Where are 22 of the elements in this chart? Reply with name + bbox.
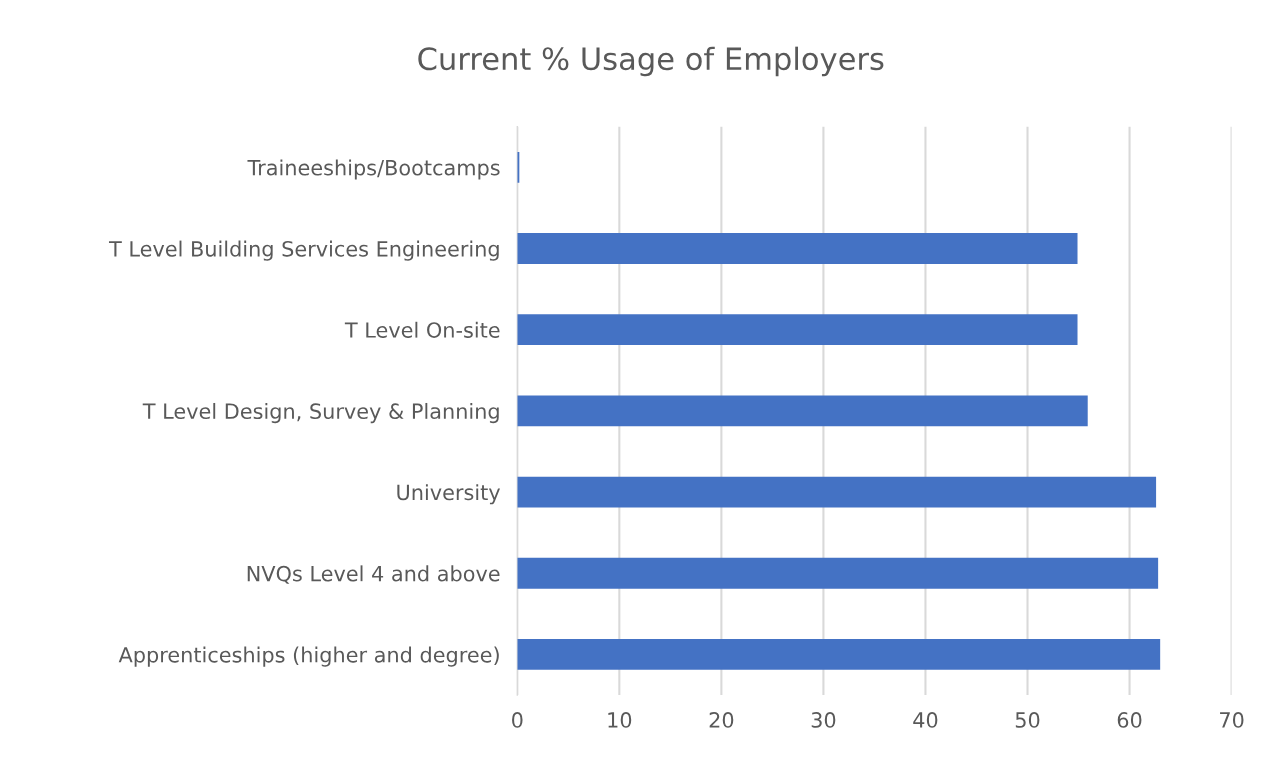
y-tick-label: NVQs Level 4 and above: [247, 565, 500, 584]
x-tick-label: 70: [1220, 712, 1244, 728]
chart-title: Current % Usage of Employers: [418, 46, 884, 77]
bar: [517, 314, 1078, 346]
x-tick-label: 60: [1117, 712, 1142, 728]
x-tick-label: 30: [811, 712, 836, 728]
y-tick-label: University: [397, 484, 501, 505]
x-tick-label: 20: [709, 712, 734, 728]
x-tick-label: 50: [1015, 712, 1040, 728]
y-tick-label: Apprenticeships (higher and degree): [118, 646, 499, 667]
y-tick-label: T Level Design, Survey & Planning: [142, 402, 499, 424]
bar: [517, 233, 1078, 264]
x-tick-label: 0: [512, 712, 523, 728]
bar: [517, 557, 1159, 589]
y-tick-label: T Level Building Services Engineering: [108, 240, 499, 261]
bar: [517, 476, 1157, 508]
y-tick-label: Traineeships/Bootcamps: [247, 159, 500, 180]
x-tick-label: 10: [608, 712, 632, 728]
bar: [517, 639, 1161, 670]
bar: [517, 395, 1088, 427]
y-tick-label: T Level On-site: [344, 321, 500, 338]
x-tick-label: 40: [913, 712, 938, 728]
